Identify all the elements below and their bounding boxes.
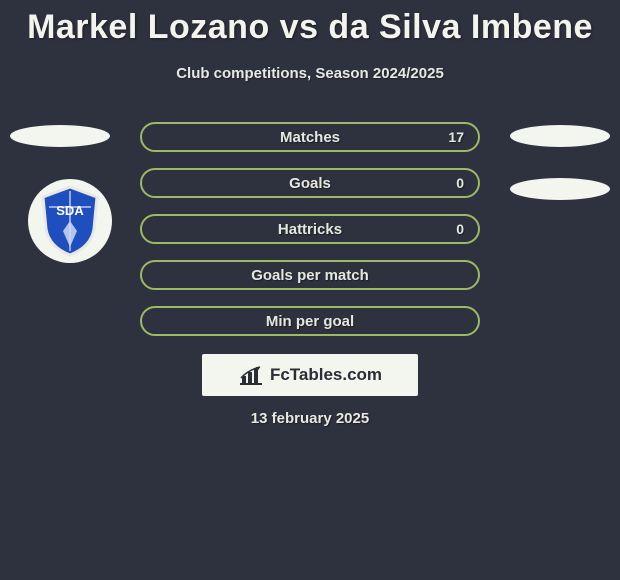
stat-row-goals-per-match: Goals per match — [140, 260, 480, 290]
stat-row-hattricks: Hattricks 0 — [140, 214, 480, 244]
player-right-placeholder-2 — [510, 178, 610, 200]
stat-row-min-per-goal: Min per goal — [140, 306, 480, 336]
stat-row-matches: Matches 17 — [140, 122, 480, 152]
stat-value: 17 — [448, 129, 464, 145]
player-left-placeholder — [10, 125, 110, 147]
stat-label: Goals — [289, 175, 331, 192]
stat-value: 0 — [456, 175, 464, 191]
stat-label: Matches — [280, 129, 340, 146]
stat-label: Goals per match — [251, 267, 369, 284]
shield-icon: SDA — [39, 185, 101, 257]
stat-rows: Matches 17 Goals 0 Hattricks 0 Goals per… — [140, 122, 480, 352]
player-right-placeholder-1 — [510, 125, 610, 147]
stat-label: Min per goal — [266, 313, 354, 330]
stat-value: 0 — [456, 221, 464, 237]
svg-text:SDA: SDA — [56, 203, 84, 218]
subtitle: Club competitions, Season 2024/2025 — [0, 65, 620, 82]
stat-label: Hattricks — [278, 221, 342, 238]
site-logo: FcTables.com — [202, 354, 418, 396]
logo-text: FcTables.com — [270, 365, 382, 385]
bar-chart-icon — [238, 364, 264, 386]
stat-row-goals: Goals 0 — [140, 168, 480, 198]
club-badge: SDA — [28, 179, 112, 263]
page-title: Markel Lozano vs da Silva Imbene — [0, 0, 620, 47]
date-text: 13 february 2025 — [0, 410, 620, 427]
